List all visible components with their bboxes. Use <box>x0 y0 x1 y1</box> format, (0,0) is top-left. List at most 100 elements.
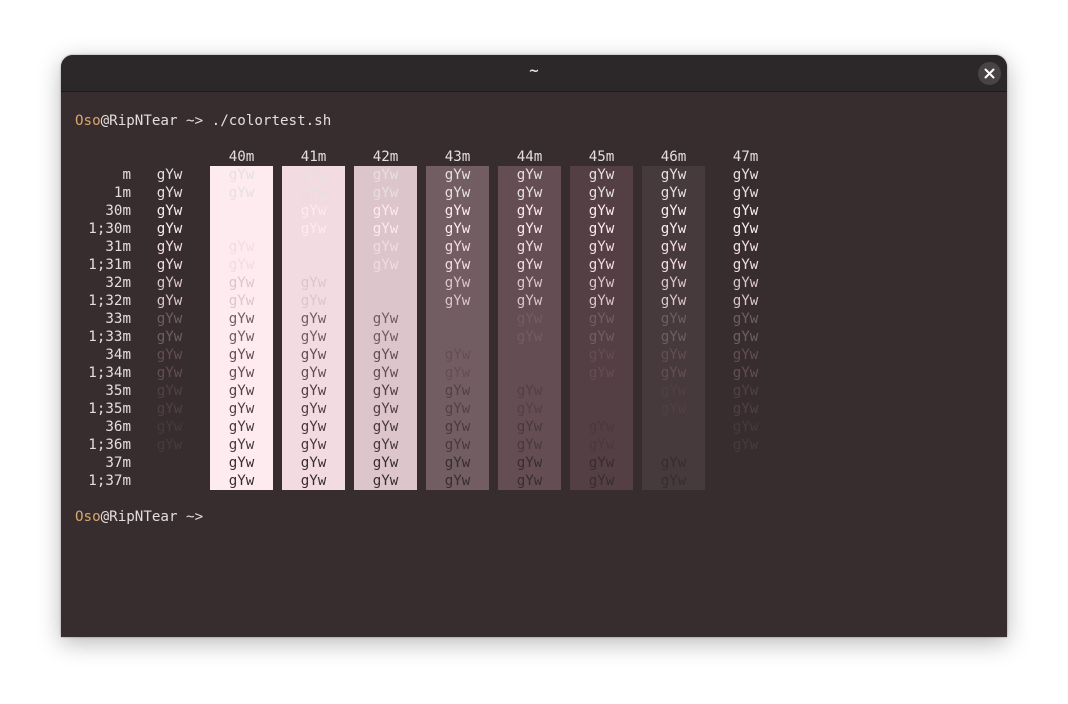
color-sample: gYw <box>444 221 471 237</box>
color-sample: gYw <box>300 203 327 219</box>
color-sample: gYw <box>660 437 687 453</box>
color-sample: gYw <box>660 185 687 201</box>
color-sample: gYw <box>660 329 687 345</box>
color-sample: gYw <box>516 383 543 399</box>
color-sample: gYw <box>588 437 615 453</box>
color-sample: gYw <box>516 401 543 417</box>
terminal-output[interactable]: Oso@RipNTear ~> ./colortest.sh 40m 41m 42m… <box>61 92 1007 637</box>
color-sample: gYw <box>660 221 687 237</box>
color-sample: gYw <box>444 401 471 417</box>
color-sample: gYw <box>372 167 399 183</box>
color-sample: gYw <box>228 437 255 453</box>
title-bar: ~ <box>61 55 1007 92</box>
color-sample: gYw <box>516 257 543 273</box>
color-sample: gYw <box>660 239 687 255</box>
color-sample: gYw <box>444 455 471 471</box>
color-sample: gYw <box>156 383 183 399</box>
color-sample: gYw <box>732 203 759 219</box>
color-sample: gYw <box>516 185 543 201</box>
color-sample: gYw <box>660 383 687 399</box>
column-header: 46m <box>660 149 687 165</box>
color-sample: gYw <box>732 419 759 435</box>
color-sample: gYw <box>444 329 471 345</box>
color-sample: gYw <box>156 329 183 345</box>
color-sample: gYw <box>660 275 687 291</box>
color-sample: gYw <box>300 365 327 381</box>
color-sample: gYw <box>732 437 759 453</box>
color-sample: gYw <box>156 365 183 381</box>
color-sample: gYw <box>588 239 615 255</box>
color-sample: gYw <box>588 203 615 219</box>
color-sample: gYw <box>372 311 399 327</box>
color-sample: gYw <box>300 437 327 453</box>
prompt-host: @RipNTear ~> <box>100 113 204 129</box>
prompt-line: Oso@RipNTear ~> ./colortest.sh <box>75 112 331 130</box>
row-label: 37m <box>105 455 131 471</box>
bg-column-40m <box>210 166 273 490</box>
row-label: 31m <box>105 239 131 255</box>
color-sample: gYw <box>444 311 471 327</box>
row-label: 36m <box>105 419 131 435</box>
color-sample: gYw <box>300 275 327 291</box>
column-header: 41m <box>300 149 327 165</box>
color-sample: gYw <box>300 347 327 363</box>
color-sample: gYw <box>444 365 471 381</box>
color-sample: gYw <box>444 473 471 489</box>
row-label: m <box>122 167 131 183</box>
window-title: ~ <box>528 64 540 79</box>
bg-column-42m <box>354 166 417 490</box>
color-sample: gYw <box>300 293 327 309</box>
color-sample: gYw <box>228 365 255 381</box>
color-sample: gYw <box>444 167 471 183</box>
color-sample: gYw <box>372 437 399 453</box>
color-sample: gYw <box>228 185 255 201</box>
color-sample: gYw <box>588 329 615 345</box>
row-label: 1;35m <box>88 401 131 417</box>
color-sample: gYw <box>588 293 615 309</box>
color-sample: gYw <box>156 275 183 291</box>
color-sample: gYw <box>660 347 687 363</box>
color-sample: gYw <box>588 401 615 417</box>
color-sample: gYw <box>372 347 399 363</box>
color-sample: gYw <box>516 365 543 381</box>
row-label: 30m <box>105 203 131 219</box>
color-sample: gYw <box>588 473 615 489</box>
color-sample: gYw <box>444 347 471 363</box>
color-sample: gYw <box>516 275 543 291</box>
color-sample: gYw <box>660 311 687 327</box>
color-sample: gYw <box>660 455 687 471</box>
close-button[interactable] <box>978 62 1001 85</box>
color-sample: gYw <box>300 383 327 399</box>
color-sample: gYw <box>156 455 183 471</box>
prompt-user: Oso <box>75 113 101 129</box>
color-sample: gYw <box>228 419 255 435</box>
color-sample: gYw <box>372 455 399 471</box>
color-sample: gYw <box>588 347 615 363</box>
color-sample: gYw <box>228 203 255 219</box>
color-sample: gYw <box>372 419 399 435</box>
column-header: 44m <box>516 149 543 165</box>
row-label: 1m <box>113 185 131 201</box>
color-sample: gYw <box>660 473 687 489</box>
color-sample: gYw <box>228 401 255 417</box>
row-label: 1;33m <box>88 329 131 345</box>
prompt-line-current: Oso@RipNTear ~> <box>75 508 203 526</box>
row-label: 1;30m <box>88 221 131 237</box>
column-header: 40m <box>228 149 255 165</box>
color-sample: gYw <box>516 473 543 489</box>
color-sample: gYw <box>228 383 255 399</box>
color-sample: gYw <box>372 473 399 489</box>
color-sample: gYw <box>588 419 615 435</box>
color-sample: gYw <box>372 257 399 273</box>
color-sample: gYw <box>444 203 471 219</box>
row-label: 35m <box>105 383 131 399</box>
color-sample: gYw <box>156 203 183 219</box>
terminal-window: ~ Oso@RipNTear ~> ./colortest.sh 40m 41m 4… <box>61 55 1007 637</box>
color-sample: gYw <box>156 239 183 255</box>
color-sample: gYw <box>228 257 255 273</box>
color-sample: gYw <box>588 455 615 471</box>
color-sample: gYw <box>300 167 327 183</box>
color-sample: gYw <box>732 293 759 309</box>
color-sample: gYw <box>300 221 327 237</box>
color-sample: gYw <box>660 293 687 309</box>
